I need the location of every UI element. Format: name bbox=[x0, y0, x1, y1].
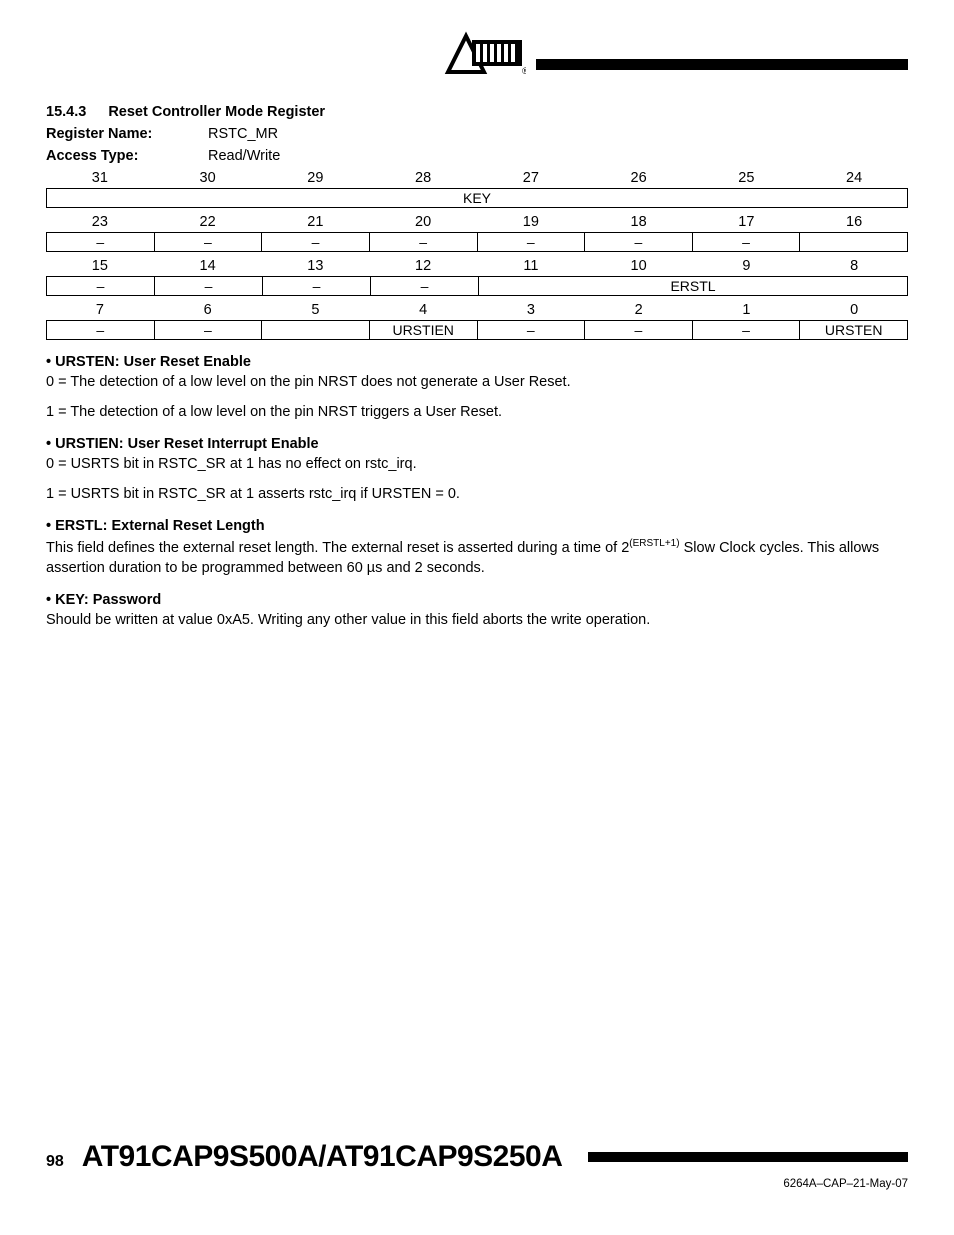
bit-cell: – bbox=[261, 233, 369, 251]
bit-cell: – bbox=[584, 233, 692, 251]
field-paragraph: 1 = USRTS bit in RSTC_SR at 1 asserts rs… bbox=[46, 485, 908, 505]
document-id: 6264A–CAP–21-May-07 bbox=[46, 1178, 908, 1190]
field-heading: KEY: Password bbox=[46, 592, 908, 608]
bit-cell: – bbox=[477, 321, 585, 339]
page-number: 98 bbox=[46, 1153, 64, 1171]
field-heading: URSTIEN: User Reset Interrupt Enable bbox=[46, 436, 908, 452]
bit-cell: – bbox=[370, 277, 478, 295]
bit-number: 5 bbox=[262, 302, 370, 320]
bit-number: 9 bbox=[693, 258, 801, 276]
svg-text:®: ® bbox=[522, 66, 526, 76]
bit-number: 3 bbox=[477, 302, 585, 320]
bit-number: 26 bbox=[585, 170, 693, 188]
page-footer: 98 AT91CAP9S500A/AT91CAP9S250A 6264A–CAP… bbox=[46, 1140, 908, 1190]
bit-number: 28 bbox=[369, 170, 477, 188]
bit-number: 21 bbox=[262, 214, 370, 232]
bit-number: 29 bbox=[262, 170, 370, 188]
bit-number: 17 bbox=[693, 214, 801, 232]
field-paragraph: 0 = USRTS bit in RSTC_SR at 1 has no eff… bbox=[46, 455, 908, 475]
bit-cell bbox=[261, 321, 369, 339]
bit-number: 24 bbox=[800, 170, 908, 188]
bit-cell: KEY bbox=[47, 189, 907, 207]
section-title: Reset Controller Mode Register bbox=[108, 104, 325, 120]
register-name-label: Register Name: bbox=[46, 126, 208, 142]
bit-number: 8 bbox=[800, 258, 908, 276]
bit-cell: – bbox=[47, 233, 154, 251]
access-type-value: Read/Write bbox=[208, 148, 280, 164]
field-paragraph: Should be written at value 0xA5. Writing… bbox=[46, 611, 908, 631]
access-type-row: Access Type: Read/Write bbox=[46, 148, 908, 164]
bit-number: 11 bbox=[477, 258, 585, 276]
bit-number: 22 bbox=[154, 214, 262, 232]
bit-number: 6 bbox=[154, 302, 262, 320]
bit-cell: – bbox=[154, 277, 262, 295]
bit-number: 14 bbox=[154, 258, 262, 276]
bit-field-tables: 3130292827262524KEY2322212019181716–––––… bbox=[46, 170, 908, 340]
bit-number: 27 bbox=[477, 170, 585, 188]
section-heading: 15.4.3 Reset Controller Mode Register bbox=[46, 104, 908, 120]
bit-number: 30 bbox=[154, 170, 262, 188]
field-heading: ERSTL: External Reset Length bbox=[46, 518, 908, 534]
access-type-label: Access Type: bbox=[46, 148, 208, 164]
header-logo-row: ® bbox=[46, 30, 908, 76]
bit-cell: – bbox=[154, 233, 262, 251]
bit-cell: URSTIEN bbox=[369, 321, 477, 339]
field-paragraph: 1 = The detection of a low level on the … bbox=[46, 403, 908, 423]
bit-number: 25 bbox=[693, 170, 801, 188]
bit-number: 20 bbox=[369, 214, 477, 232]
register-name-value: RSTC_MR bbox=[208, 126, 278, 142]
bit-cell: – bbox=[47, 277, 154, 295]
bit-cell bbox=[799, 233, 907, 251]
bit-number: 18 bbox=[585, 214, 693, 232]
product-name: AT91CAP9S500A/AT91CAP9S250A bbox=[82, 1140, 563, 1174]
bit-cell: – bbox=[692, 321, 800, 339]
bit-number: 15 bbox=[46, 258, 154, 276]
bit-cell: – bbox=[477, 233, 585, 251]
footer-rule bbox=[588, 1152, 908, 1162]
section-number: 15.4.3 bbox=[46, 104, 86, 120]
bit-number: 23 bbox=[46, 214, 154, 232]
bit-number: 10 bbox=[585, 258, 693, 276]
bit-number: 12 bbox=[369, 258, 477, 276]
bit-cell: – bbox=[584, 321, 692, 339]
bit-number: 19 bbox=[477, 214, 585, 232]
field-descriptions: URSTEN: User Reset Enable 0 = The detecti… bbox=[46, 354, 908, 631]
atmel-logo-icon: ® bbox=[442, 30, 526, 76]
bit-cell: – bbox=[262, 277, 370, 295]
bit-number: 13 bbox=[262, 258, 370, 276]
header-rule bbox=[536, 59, 908, 70]
bit-cell: – bbox=[369, 233, 477, 251]
bit-number: 0 bbox=[800, 302, 908, 320]
bit-cell: – bbox=[692, 233, 800, 251]
bit-number: 2 bbox=[585, 302, 693, 320]
bit-cell: URSTEN bbox=[799, 321, 907, 339]
bit-number: 31 bbox=[46, 170, 154, 188]
field-paragraph: This field defines the external reset le… bbox=[46, 537, 908, 578]
bit-cell: – bbox=[154, 321, 262, 339]
bit-cell: – bbox=[47, 321, 154, 339]
bit-cell: ERSTL bbox=[478, 277, 907, 295]
register-name-row: Register Name: RSTC_MR bbox=[46, 126, 908, 142]
field-paragraph: 0 = The detection of a low level on the … bbox=[46, 373, 908, 393]
bit-number: 4 bbox=[369, 302, 477, 320]
bit-number: 7 bbox=[46, 302, 154, 320]
bit-number: 16 bbox=[800, 214, 908, 232]
field-heading: URSTEN: User Reset Enable bbox=[46, 354, 908, 370]
bit-number: 1 bbox=[693, 302, 801, 320]
